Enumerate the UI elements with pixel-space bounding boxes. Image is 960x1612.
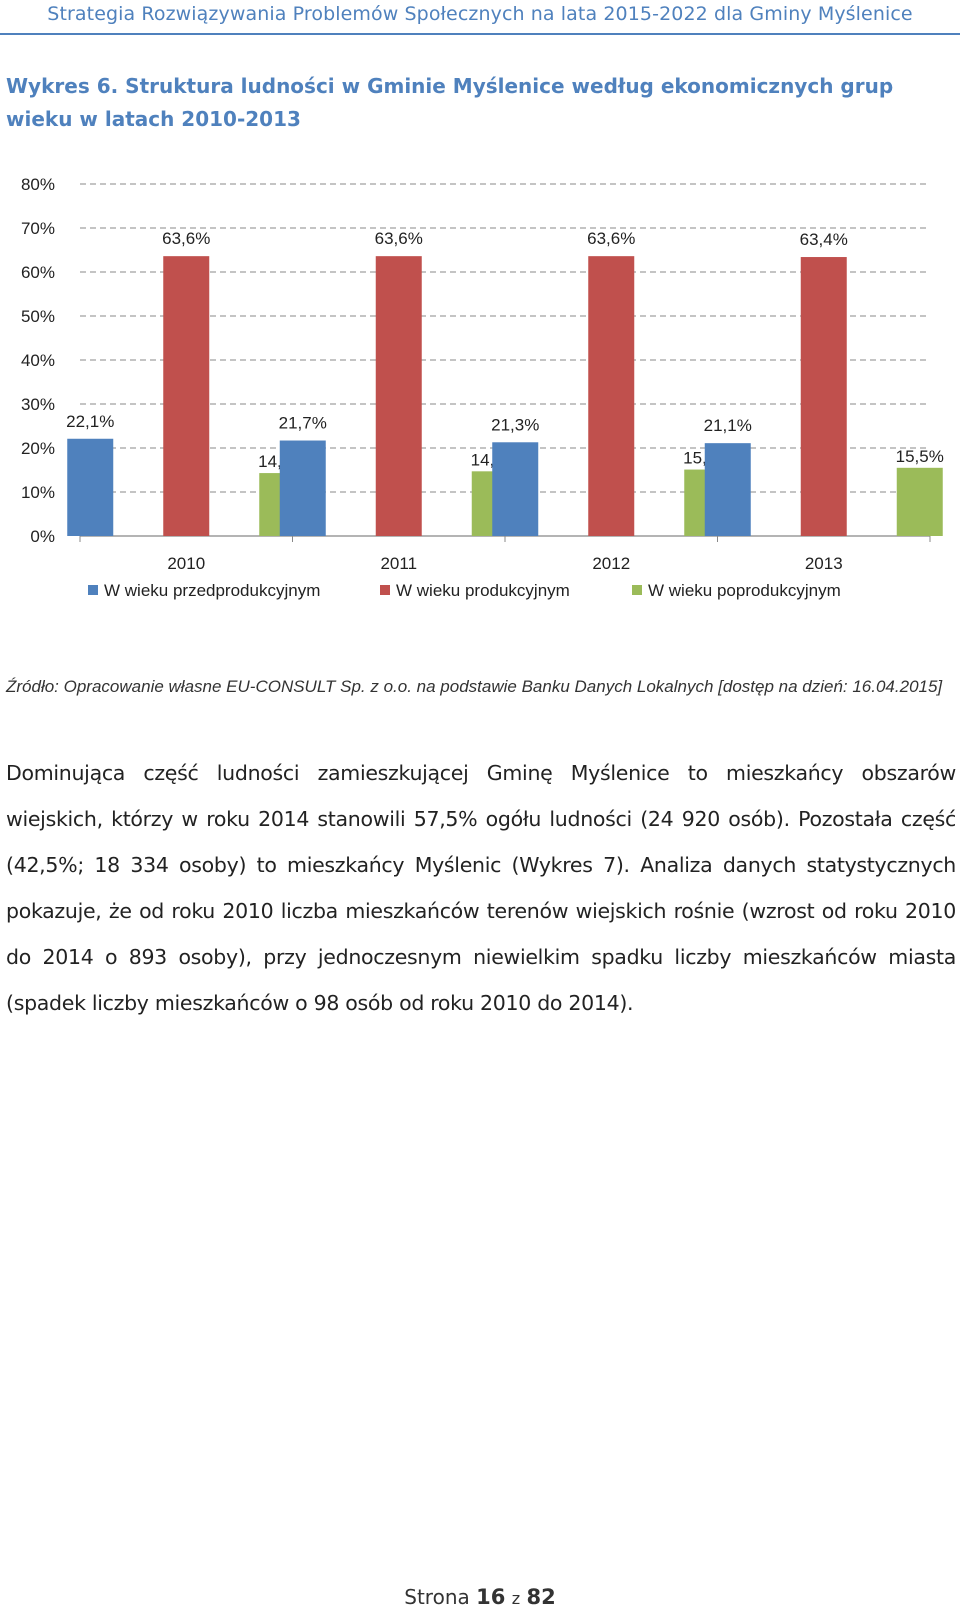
page-footer: Strona 16 z 82 xyxy=(0,1585,960,1609)
source-note: Źródło: Opracowanie własne EU-CONSULT Sp… xyxy=(6,677,943,696)
data-label: 63,4% xyxy=(800,230,848,249)
x-tick-label: 2012 xyxy=(592,554,630,573)
y-tick-label: 0% xyxy=(30,527,55,546)
bar-chart: 0%10%20%30%40%50%60%70%80%22,1%63,6%14,3… xyxy=(21,175,944,600)
x-tick-label: 2010 xyxy=(167,554,205,573)
bar xyxy=(704,443,751,536)
data-label: 21,1% xyxy=(704,416,752,435)
y-tick-label: 40% xyxy=(21,351,55,370)
legend-label: W wieku poprodukcyjnym xyxy=(648,581,841,600)
data-label: 63,6% xyxy=(587,229,635,248)
bar xyxy=(375,256,422,536)
body-paragraph: Dominująca część ludności zamieszkującej… xyxy=(6,761,956,1015)
page-total: 82 xyxy=(526,1585,556,1609)
data-label: 15,5% xyxy=(896,447,944,466)
bar xyxy=(896,467,943,536)
data-label: 21,3% xyxy=(491,415,539,434)
header-title: Strategia Rozwiązywania Problemów Społec… xyxy=(47,3,913,25)
bar xyxy=(800,257,847,536)
bar xyxy=(588,256,635,536)
data-label: 63,6% xyxy=(375,229,423,248)
page-number: 16 xyxy=(476,1585,506,1609)
y-tick-label: 60% xyxy=(21,263,55,282)
legend-label: W wieku przedprodukcyjnym xyxy=(104,581,320,600)
bar xyxy=(492,442,539,536)
legend-swatch xyxy=(380,585,390,595)
bar xyxy=(279,440,326,536)
y-tick-label: 10% xyxy=(21,483,55,502)
x-tick-label: 2013 xyxy=(805,554,843,573)
y-tick-label: 50% xyxy=(21,307,55,326)
x-tick-label: 2011 xyxy=(380,554,417,573)
figure-title: Wykres 6. Struktura ludności w Gminie My… xyxy=(6,74,894,131)
data-label: 63,6% xyxy=(162,229,210,248)
data-label: 21,7% xyxy=(279,414,327,433)
y-tick-label: 70% xyxy=(21,219,55,238)
running-header: Strategia Rozwiązywania Problemów Społec… xyxy=(0,0,960,35)
footer-prefix: Strona xyxy=(404,1585,470,1609)
legend-swatch xyxy=(632,585,642,595)
y-tick-label: 80% xyxy=(21,175,55,194)
footer-of: z xyxy=(511,1589,521,1608)
legend-label: W wieku produkcyjnym xyxy=(396,581,570,600)
data-label: 22,1% xyxy=(66,412,114,431)
bar xyxy=(67,438,114,536)
y-tick-label: 20% xyxy=(21,439,55,458)
bar xyxy=(163,256,210,536)
y-tick-label: 30% xyxy=(21,395,55,414)
legend-swatch xyxy=(88,585,98,595)
